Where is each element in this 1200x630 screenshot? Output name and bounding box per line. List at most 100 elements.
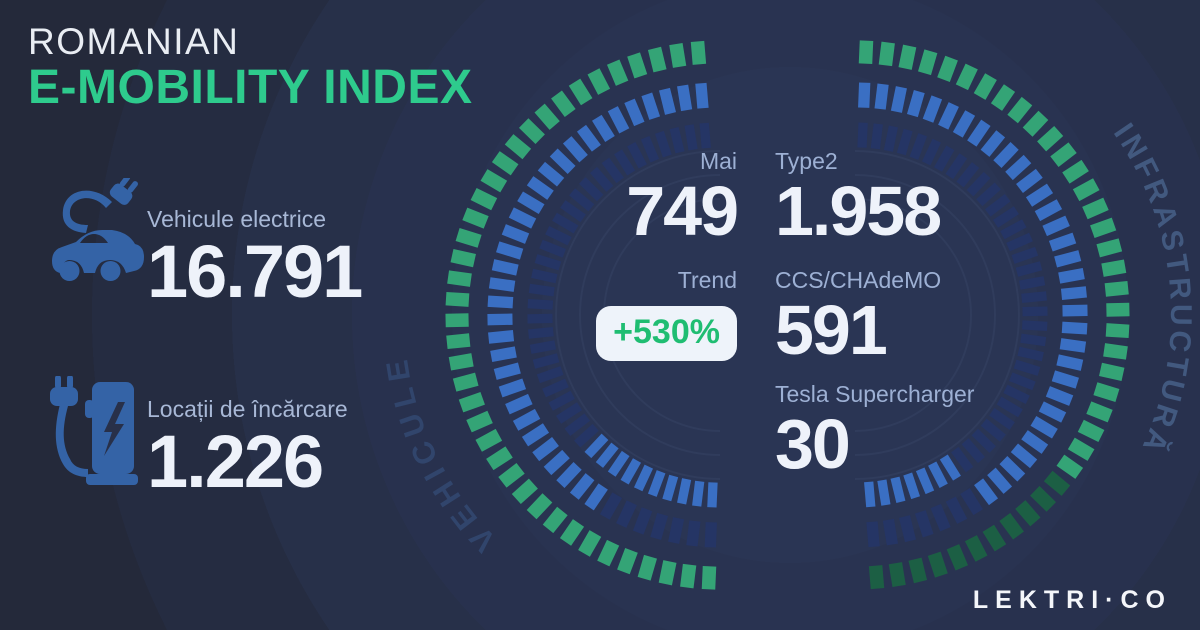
- gauge-tick: [448, 353, 474, 371]
- gauge-tick: [928, 461, 948, 488]
- stat-locations: Locații de încărcare 1.226: [147, 396, 348, 499]
- gauge-tick: [584, 433, 609, 459]
- gauge-tick: [1099, 362, 1125, 381]
- gauge-tick: [445, 313, 469, 328]
- gauge-tick: [692, 480, 705, 507]
- gauge-tick: [1000, 219, 1027, 240]
- gauge-tick: [552, 212, 579, 234]
- gauge-tick: [633, 464, 654, 492]
- gauge-tick: [996, 396, 1023, 418]
- gauge-tick: [574, 423, 599, 448]
- gauge-tick: [1037, 125, 1064, 152]
- gauge-tick: [551, 90, 576, 118]
- gauge-tick: [487, 295, 514, 309]
- page-title: ROMANIAN E-MOBILITY INDEX: [28, 22, 472, 114]
- gauge-tick: [1016, 168, 1043, 193]
- gauge-tick: [569, 188, 595, 212]
- gauge-tick: [684, 124, 698, 151]
- title-line-country: ROMANIAN: [28, 21, 240, 62]
- gauge-tick: [857, 122, 868, 148]
- gauge-tick: [517, 191, 545, 214]
- gauge-tick: [888, 562, 906, 587]
- gauge-tick: [576, 124, 601, 152]
- gauge-tick: [908, 557, 928, 584]
- gauge-tick: [937, 55, 958, 82]
- metric-ccs-value: 591: [775, 290, 888, 369]
- gauge-tick: [1021, 291, 1047, 304]
- gauge-tick: [1038, 401, 1067, 423]
- trend-badge-value: +530%: [613, 312, 720, 351]
- gauge-tick: [938, 102, 959, 130]
- gauge-tick: [945, 496, 968, 524]
- metric-ccs-label: CCS/CHAdeMO: [775, 266, 942, 293]
- gauge-tick: [496, 241, 524, 260]
- gauge-tick: [488, 329, 515, 344]
- gauge-tick: [534, 103, 560, 130]
- gauge-tick: [1022, 110, 1049, 137]
- gauge-tick: [491, 151, 519, 176]
- gauge-tick: [1093, 382, 1120, 402]
- gauge-tick: [637, 554, 657, 581]
- gauge-tick: [961, 438, 986, 464]
- stat-locations-label: Locații de încărcare: [147, 396, 348, 422]
- guide-arc: [854, 174, 996, 456]
- gauge-tick: [641, 92, 661, 120]
- gauge-tick: [450, 249, 476, 268]
- gauge-tick: [870, 123, 883, 150]
- gauge-tick: [951, 446, 974, 473]
- gauge-tick: [658, 560, 677, 586]
- gauge-tick: [545, 226, 572, 246]
- gauge-tick: [890, 86, 907, 113]
- stat-ev-label: Vehicule electrice: [147, 206, 326, 232]
- gauge-tick: [677, 84, 693, 112]
- gauge-tick: [527, 313, 553, 324]
- gauge-tick: [1042, 215, 1070, 237]
- gauge-tick: [1059, 338, 1087, 353]
- gauge-tick: [955, 63, 978, 91]
- gauge-tick: [548, 390, 575, 411]
- guide-arc: [854, 198, 972, 432]
- gauge-tick: [1054, 250, 1082, 268]
- gauge-tick: [701, 566, 717, 590]
- gauge-tick: [898, 44, 917, 70]
- gauge-tick: [878, 41, 895, 67]
- gauge-tick: [589, 166, 614, 192]
- gauge-tick: [647, 46, 667, 73]
- gauge-tick: [632, 507, 653, 535]
- metric-trend-label: Trend: [677, 266, 737, 293]
- gauge-tick: [1062, 159, 1089, 184]
- gauge-tick: [999, 456, 1026, 482]
- gauge-tick: [909, 133, 928, 160]
- guide-arc: [854, 150, 1020, 480]
- gauge-tick: [556, 462, 582, 488]
- gauge-tick: [462, 207, 489, 229]
- gauge-tick: [1034, 199, 1063, 222]
- gauge-tick: [1045, 386, 1074, 406]
- gauge-tick: [1007, 96, 1033, 124]
- gauge-tick: [542, 378, 569, 398]
- gauge-tick: [1105, 323, 1130, 339]
- stat-locations-value: 1.226: [147, 420, 324, 503]
- gauge-tick: [1015, 500, 1041, 527]
- gauge-tick: [537, 161, 565, 187]
- gauge-tick: [890, 476, 906, 504]
- gauge-tick: [487, 313, 513, 326]
- gauge-tick: [493, 362, 521, 380]
- gauge-tick: [874, 83, 889, 110]
- gauge-tick: [984, 194, 1011, 217]
- gauge-tick: [490, 346, 517, 362]
- gauge-tick: [445, 291, 470, 307]
- gauge-tick: [539, 239, 567, 258]
- gauge-tick: [624, 98, 645, 127]
- gauge-tick: [597, 539, 620, 567]
- gauge-tick: [980, 418, 1006, 442]
- gauge-tick: [556, 402, 583, 424]
- gauge-tick: [616, 500, 637, 528]
- gauge-tick: [966, 171, 991, 197]
- guide-arc: [579, 174, 721, 456]
- gauge-tick: [699, 122, 711, 149]
- metric-mai-value: 749: [626, 172, 739, 250]
- gauge-tick: [627, 52, 648, 79]
- gauge-tick: [584, 483, 608, 511]
